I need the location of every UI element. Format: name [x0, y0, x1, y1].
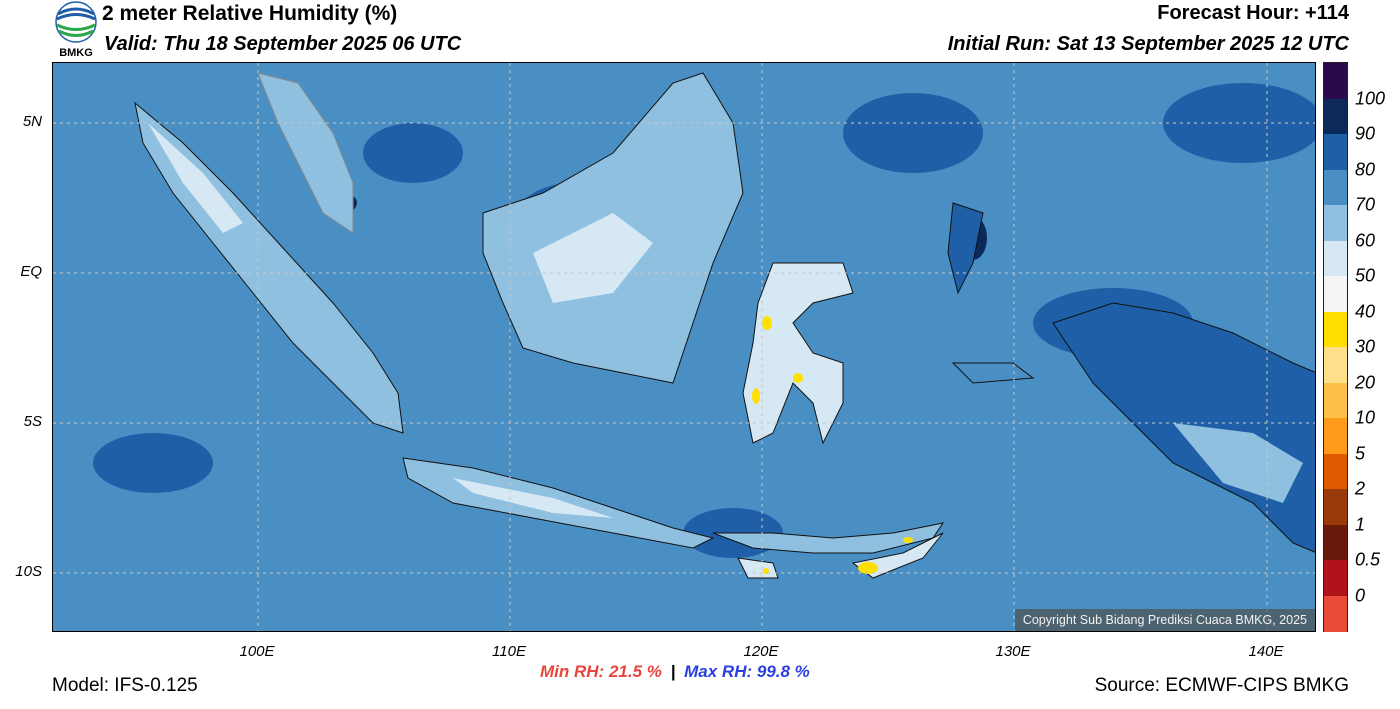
bmkg-logo: BMKG	[52, 0, 100, 60]
colorbar-segment	[1324, 276, 1347, 312]
colorbar-label: 60	[1355, 230, 1376, 251]
colorbar-segment	[1324, 311, 1347, 348]
initial-run: Initial Run: Sat 13 September 2025 12 UT…	[947, 33, 1349, 55]
model-name: Model: IFS-0.125	[52, 675, 198, 696]
colorbar-segment	[1324, 240, 1347, 277]
colorbar-segment	[1324, 169, 1347, 206]
colorbar-label: 80	[1355, 159, 1376, 180]
colorbar-label: 1	[1355, 514, 1366, 535]
colorbar-label: 90	[1355, 123, 1376, 144]
max-rh-value: 99.8 %	[756, 662, 810, 681]
colorbar-label: 50	[1355, 265, 1376, 286]
colorbar-segment	[1324, 347, 1347, 383]
colorbar-segment	[1324, 382, 1347, 419]
rh-stats: Min RH: 21.5 % | Max RH: 99.8 %	[540, 662, 810, 682]
colorbar-label: 0.5	[1355, 549, 1381, 570]
colorbar-label: 30	[1355, 336, 1376, 357]
lon-label-130e: 130E	[995, 643, 1031, 660]
min-rh-value: 21.5 %	[608, 662, 662, 681]
lon-label-120e: 120E	[743, 643, 779, 660]
colorbar-segment	[1324, 205, 1347, 241]
colorbar-label: 20	[1355, 372, 1376, 393]
valid-time: Valid: Thu 18 September 2025 06 UTC	[104, 33, 462, 55]
colorbar-segment	[1324, 418, 1347, 454]
malaya	[257, 72, 354, 234]
lat-label-5s: 5S	[23, 413, 42, 430]
lon-label-140e: 140E	[1248, 643, 1284, 660]
min-rh-label: Min RH:	[540, 662, 605, 681]
stats-separator: |	[670, 662, 676, 681]
forecast-hour: Forecast Hour: +114	[1157, 2, 1349, 24]
lon-label-100e: 100E	[239, 643, 275, 660]
gridlines	[53, 63, 1315, 631]
sulawesi	[742, 262, 854, 445]
colorbar-segment	[1324, 134, 1347, 170]
map-title: 2 meter Relative Humidity (%)	[102, 2, 398, 25]
colorbar-segment	[1324, 453, 1347, 490]
data-source: Source: ECMWF-CIPS BMKG	[1094, 675, 1349, 696]
colorbar	[1323, 62, 1348, 632]
colorbar-segment	[1324, 63, 1347, 99]
seram	[951, 362, 1035, 384]
colorbar-label: 100	[1355, 88, 1386, 109]
colorbar-label: 2	[1355, 478, 1366, 499]
colorbar-segment	[1324, 98, 1347, 135]
lon-label-110e: 110E	[492, 643, 526, 660]
map-svg	[53, 63, 1315, 631]
colorbar-label: 5	[1355, 443, 1366, 464]
dry-spots	[752, 316, 913, 574]
lat-label-10s: 10S	[15, 563, 42, 580]
colorbar-label: 0	[1355, 585, 1366, 606]
halmahera	[947, 202, 984, 295]
max-rh-label: Max RH:	[684, 662, 753, 681]
nusa-tenggara	[712, 522, 945, 554]
colorbar-segment	[1324, 560, 1347, 596]
humidity-map[interactable]: Copyright Sub Bidang Prediksi Cuaca BMKG…	[52, 62, 1316, 632]
colorbar-segment	[1324, 524, 1347, 561]
colorbar-label: 10	[1355, 407, 1376, 428]
lat-label-eq: EQ	[20, 263, 42, 280]
colorbar-segment	[1324, 489, 1347, 525]
colorbar-label: 70	[1355, 194, 1376, 215]
colorbar-segment	[1324, 595, 1347, 632]
logo-text: BMKG	[59, 47, 93, 59]
lat-label-5n: 5N	[22, 113, 42, 130]
copyright-notice: Copyright Sub Bidang Prediksi Cuaca BMKG…	[1014, 609, 1315, 631]
colorbar-label: 40	[1355, 301, 1376, 322]
